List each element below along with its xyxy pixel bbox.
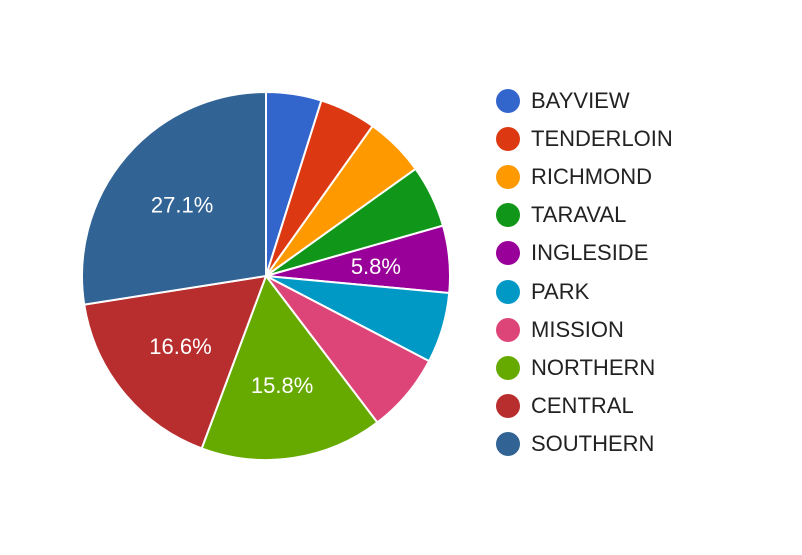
legend-swatch bbox=[496, 317, 520, 342]
legend-label: CENTRAL bbox=[531, 392, 634, 418]
legend-label: MISSION bbox=[531, 316, 624, 342]
legend-item-park[interactable]: PARK bbox=[496, 272, 673, 310]
data-label-ingleside: 5.8% bbox=[351, 254, 401, 279]
data-label-northern: 15.8% bbox=[251, 373, 313, 398]
legend-item-bayview[interactable]: BAYVIEW bbox=[496, 82, 673, 120]
legend-swatch bbox=[496, 393, 520, 418]
pie-slice-central[interactable] bbox=[83, 274, 268, 450]
legend-label: SOUTHERN bbox=[531, 430, 655, 456]
data-label-southern: 27.1% bbox=[151, 192, 213, 217]
legend-swatch bbox=[496, 127, 520, 152]
pie-slice-southern[interactable] bbox=[81, 90, 267, 306]
legend-label: TARAVAL bbox=[531, 202, 627, 228]
legend-label: RICHMOND bbox=[531, 164, 652, 190]
legend-swatch bbox=[496, 241, 520, 266]
pie-slice-northern[interactable] bbox=[200, 273, 379, 462]
data-label-central: 16.6% bbox=[149, 334, 211, 359]
legend-label: NORTHERN bbox=[531, 354, 656, 380]
chart-legend: BAYVIEW TENDERLOIN RICHMOND TARAVAL INGLESID… bbox=[496, 82, 673, 463]
pie-data-labels: 5.8% 15.8% 16.6% 27.1% bbox=[149, 192, 401, 398]
legend-item-taraval[interactable]: TARAVAL bbox=[496, 196, 673, 234]
legend-item-southern[interactable]: SOUTHERN bbox=[496, 425, 673, 463]
legend-swatch bbox=[496, 89, 520, 114]
pie-slices bbox=[81, 90, 451, 462]
legend-swatch bbox=[496, 431, 520, 456]
legend-item-ingleside[interactable]: INGLESIDE bbox=[496, 234, 673, 272]
legend-label: PARK bbox=[531, 278, 590, 304]
legend-item-richmond[interactable]: RICHMOND bbox=[496, 158, 673, 196]
legend-item-tenderloin[interactable]: TENDERLOIN bbox=[496, 120, 673, 158]
legend-swatch bbox=[496, 165, 520, 190]
legend-swatch bbox=[496, 203, 520, 228]
legend-item-mission[interactable]: MISSION bbox=[496, 311, 673, 349]
legend-swatch bbox=[496, 355, 520, 380]
legend-label: BAYVIEW bbox=[531, 88, 630, 114]
legend-label: INGLESIDE bbox=[531, 240, 649, 266]
legend-item-central[interactable]: CENTRAL bbox=[496, 387, 673, 425]
legend-label: TENDERLOIN bbox=[531, 126, 673, 152]
legend-item-northern[interactable]: NORTHERN bbox=[496, 349, 673, 387]
legend-swatch bbox=[496, 279, 520, 304]
